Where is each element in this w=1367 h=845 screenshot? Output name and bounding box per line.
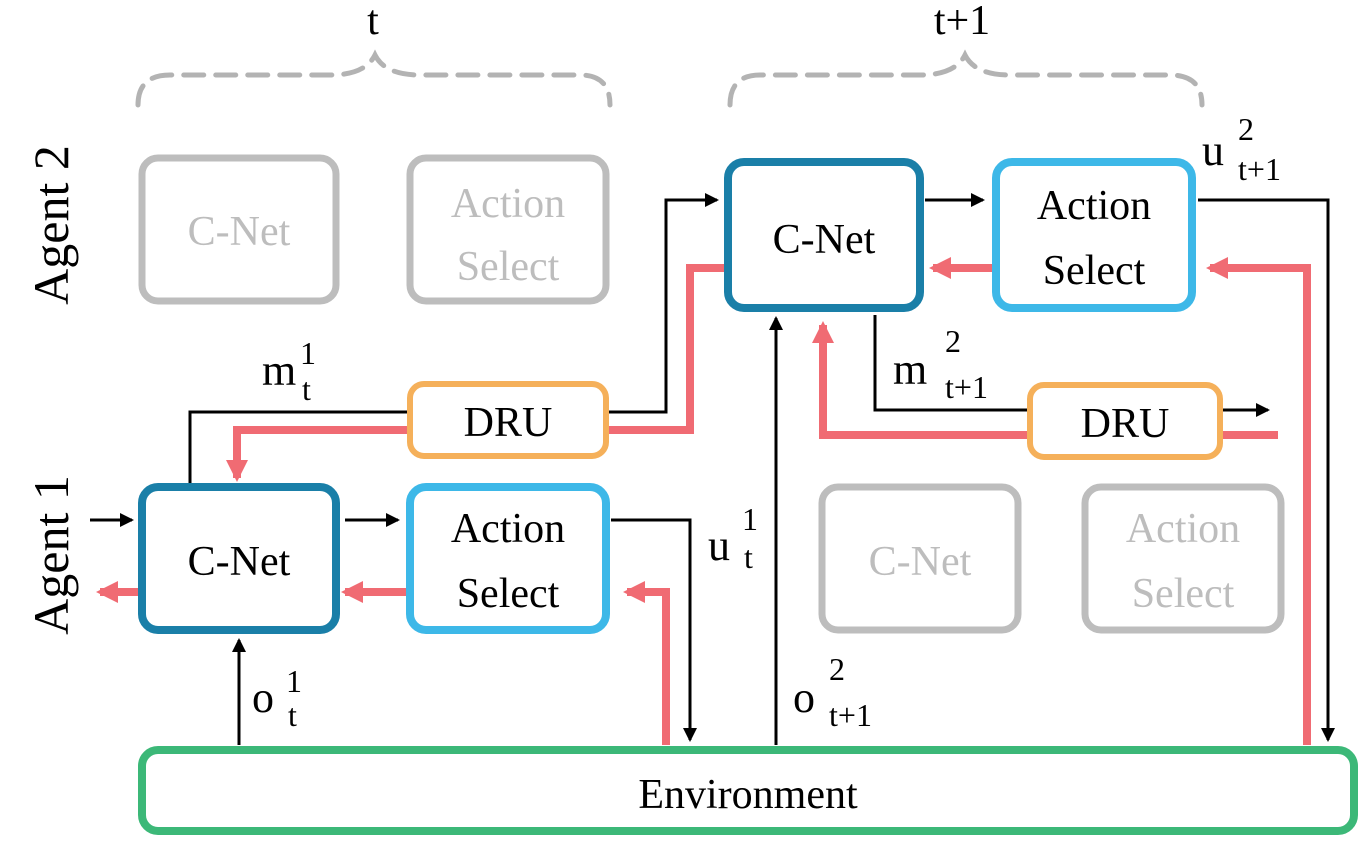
gradient-env-to-action-t-next	[1206, 257, 1311, 745]
svg-text:Select: Select	[457, 571, 560, 617]
svg-text:t: t	[744, 539, 753, 575]
action-to-env-u2	[1198, 198, 1335, 742]
svg-text:o: o	[793, 673, 815, 722]
svg-text:2: 2	[829, 651, 845, 687]
inactive-cnet-t-agent2: C-Net	[138, 154, 340, 305]
cnet2-to-dru-m2	[873, 315, 1030, 412]
agent1-label: Agent 1	[23, 475, 79, 635]
svg-text:Action: Action	[451, 506, 565, 552]
environment-block: Environment	[138, 746, 1358, 835]
svg-text:1: 1	[742, 501, 758, 537]
svg-text:DRU: DRU	[464, 400, 553, 446]
inactive-cnet-t-next-agent1: C-Net	[818, 483, 1022, 634]
svg-text:C-Net: C-Net	[188, 539, 291, 585]
label-o-t-1: o 1 t	[252, 663, 302, 733]
action-select-agent2-t-next: Action Select	[992, 158, 1196, 312]
dru-t-next: DRU	[1027, 382, 1223, 460]
gradient-env-to-action-t	[623, 581, 670, 745]
inactive-action-select-t-next-agent1: Action Select	[1081, 483, 1285, 634]
forward-flows	[90, 193, 1335, 745]
svg-text:t: t	[288, 697, 297, 733]
gradient-dru-to-cnet-t	[226, 426, 410, 482]
svg-text:u: u	[708, 521, 730, 570]
svg-text:2: 2	[945, 323, 961, 359]
label-m-t-next-2: m 2 t+1	[893, 323, 988, 405]
label-u-t-next-2: u 2 t+1	[1202, 111, 1281, 187]
svg-text:1: 1	[286, 663, 302, 699]
svg-text:Environment: Environment	[638, 772, 858, 818]
gradient-dru2-to-cnet2	[812, 321, 1030, 439]
svg-text:Select: Select	[1132, 571, 1235, 617]
svg-text:u: u	[1202, 126, 1224, 175]
svg-text:DRU: DRU	[1081, 401, 1170, 447]
svg-text:Action: Action	[451, 181, 565, 227]
gradient-cnet2-to-dru-t	[605, 264, 727, 434]
dru-t: DRU	[407, 381, 609, 459]
svg-text:2: 2	[1238, 111, 1254, 147]
dru-to-cnet2	[605, 193, 719, 414]
brace-t-next	[727, 49, 1205, 108]
svg-text:Select: Select	[1043, 248, 1146, 294]
cnet-agent2-t-next: C-Net	[724, 158, 924, 312]
svg-text:o: o	[252, 673, 274, 722]
svg-text:t: t	[302, 371, 311, 407]
svg-text:t+1: t+1	[1238, 151, 1281, 187]
agent2-label: Agent 2	[23, 145, 79, 305]
action-select-agent1-t: Action Select	[406, 483, 610, 634]
cnet-to-dru-m1	[188, 410, 410, 485]
gradient-flows	[96, 257, 1311, 745]
svg-text:t+1: t+1	[945, 369, 988, 405]
timestep-t-label: t	[367, 0, 379, 44]
inactive-action-select-t-agent2: Action Select	[406, 154, 610, 305]
svg-text:m: m	[893, 345, 927, 394]
label-o-t-next-2: o 2 t+1	[793, 651, 872, 733]
svg-text:1: 1	[300, 335, 316, 371]
svg-text:Select: Select	[457, 244, 560, 290]
svg-text:m: m	[262, 346, 296, 395]
svg-text:C-Net: C-Net	[869, 539, 972, 585]
svg-text:Action: Action	[1126, 506, 1240, 552]
svg-text:Action: Action	[1037, 183, 1151, 229]
timestep-t-next-label: t+1	[934, 0, 990, 44]
cnet-agent1-t: C-Net	[138, 483, 340, 634]
svg-text:C-Net: C-Net	[188, 209, 291, 255]
svg-text:t+1: t+1	[829, 697, 872, 733]
label-m-t-1: m 1 t	[262, 335, 316, 407]
svg-text:C-Net: C-Net	[773, 217, 876, 263]
brace-t	[135, 49, 613, 108]
label-u-t-1: u 1 t	[708, 501, 758, 575]
action-to-env-u1	[611, 518, 697, 742]
